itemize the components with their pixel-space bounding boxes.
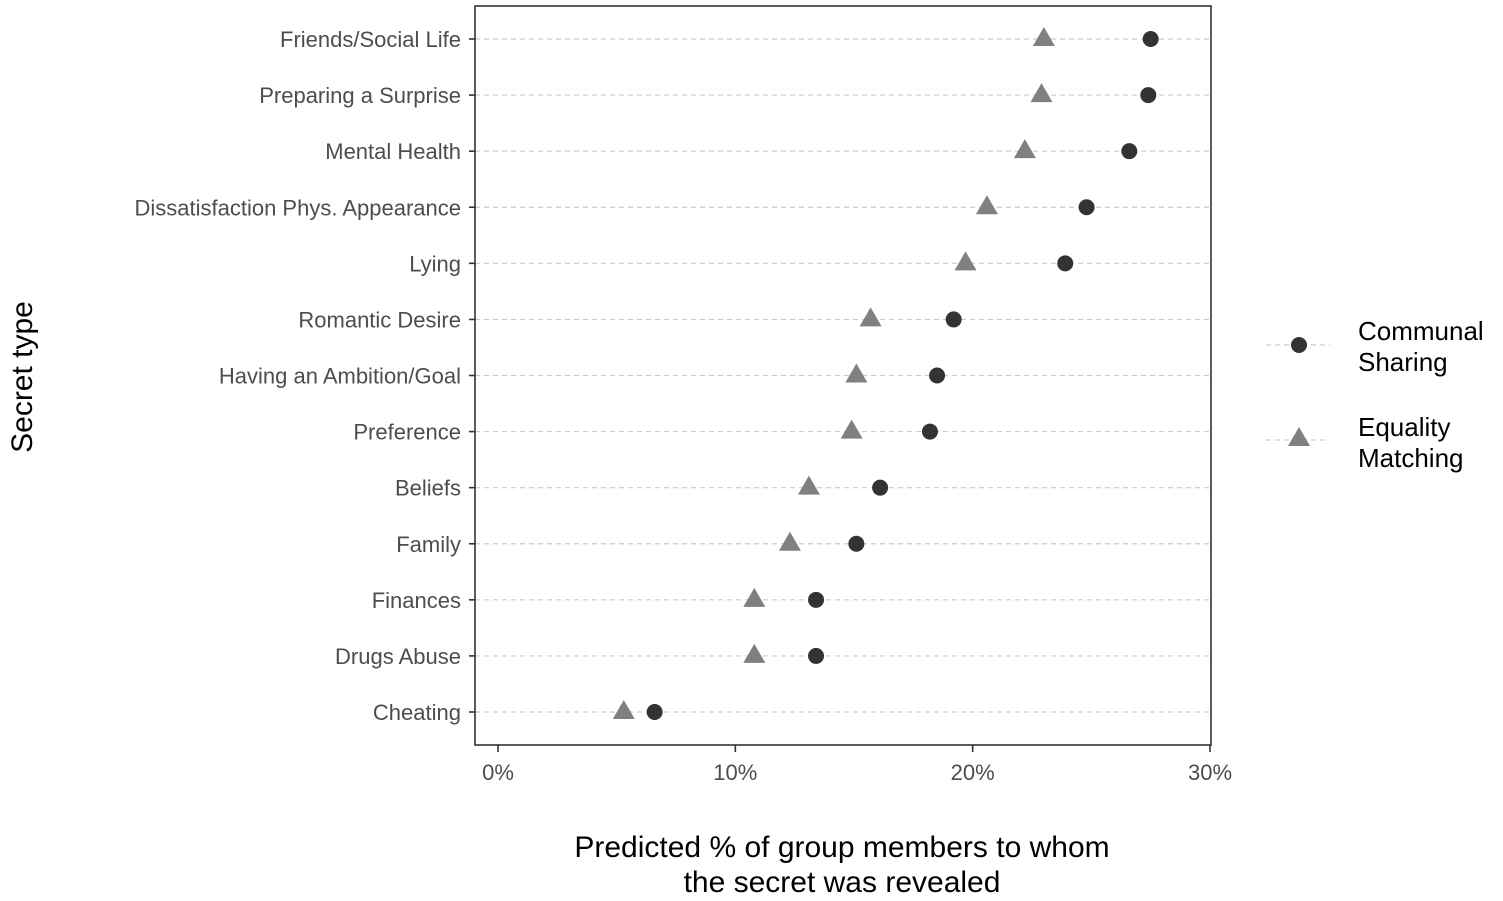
point-communal-sharing: [945, 311, 962, 328]
point-equality-matching: [778, 531, 801, 551]
x-axis-title-line-2: the secret was revealed: [684, 866, 1001, 899]
point-equality-matching: [859, 307, 882, 327]
y-tick-label: Family: [396, 532, 461, 557]
data-points: [612, 27, 1159, 720]
x-tick-label: 30%: [1188, 760, 1232, 785]
point-equality-matching: [845, 363, 868, 383]
point-equality-matching: [1032, 27, 1055, 46]
y-tick-label: Having an Ambition/Goal: [219, 364, 461, 389]
x-axis-title-line-1: Predicted % of group members to whom: [574, 831, 1109, 864]
y-axis-title: Secret type: [6, 301, 39, 453]
point-equality-matching: [797, 475, 820, 495]
x-tick-label: 0%: [482, 760, 514, 785]
y-axis: Friends/Social Life Preparing a Surprise M…: [134, 27, 475, 725]
point-equality-matching: [1013, 139, 1036, 159]
y-tick-label: Finances: [372, 588, 461, 613]
point-equality-matching: [743, 643, 766, 663]
point-communal-sharing: [872, 479, 889, 496]
point-communal-sharing: [929, 367, 946, 384]
legend-circle-marker: [1291, 337, 1307, 353]
y-tick-label: Lying: [409, 251, 461, 276]
x-tick-label: 20%: [951, 760, 995, 785]
legend-label-equality: Equality: [1358, 412, 1451, 442]
point-communal-sharing: [646, 704, 663, 720]
y-tick-label: Preference: [353, 420, 461, 445]
point-communal-sharing: [848, 535, 865, 552]
point-communal-sharing: [1140, 87, 1157, 104]
y-tick-label: Drugs Abuse: [335, 644, 461, 669]
point-communal-sharing: [1078, 199, 1095, 216]
point-communal-sharing: [921, 423, 938, 440]
point-communal-sharing: [1142, 31, 1159, 47]
y-tick-label: Mental Health: [325, 139, 461, 164]
point-communal-sharing: [808, 647, 825, 664]
gridlines: [475, 38, 1211, 713]
legend: Communal Sharing Equality Matching: [1266, 316, 1484, 473]
y-tick-label: Cheating: [373, 700, 461, 725]
point-communal-sharing: [808, 591, 825, 608]
point-equality-matching: [975, 195, 998, 215]
y-tick-label: Romantic Desire: [298, 307, 461, 332]
point-equality-matching: [743, 587, 766, 607]
point-equality-matching: [954, 251, 977, 271]
legend-label-sharing: Sharing: [1358, 347, 1448, 377]
y-tick-label: Beliefs: [395, 476, 461, 501]
point-communal-sharing: [1121, 143, 1138, 160]
point-communal-sharing: [1057, 255, 1074, 272]
point-equality-matching: [612, 700, 635, 719]
point-equality-matching: [1030, 83, 1053, 103]
y-tick-label: Friends/Social Life: [280, 27, 461, 52]
y-tick-label: Preparing a Surprise: [259, 83, 461, 108]
point-equality-matching: [840, 419, 863, 439]
legend-triangle-marker: [1288, 427, 1310, 446]
legend-label-communal: Communal: [1358, 316, 1484, 346]
legend-item-communal-sharing: Communal Sharing: [1266, 316, 1484, 377]
legend-label-matching: Matching: [1358, 443, 1464, 473]
x-tick-label: 10%: [713, 760, 757, 785]
y-tick-label: Dissatisfaction Phys. Appearance: [134, 195, 461, 220]
legend-item-equality-matching: Equality Matching: [1266, 412, 1464, 473]
x-axis: 0% 10% 20% 30%: [482, 745, 1232, 785]
